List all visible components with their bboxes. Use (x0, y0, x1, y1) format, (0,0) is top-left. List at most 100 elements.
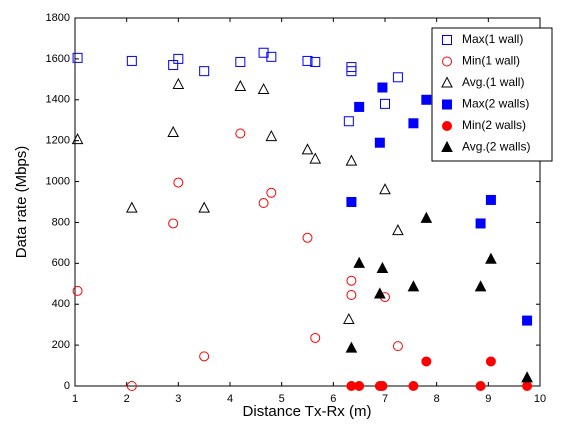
x-axis-label: Distance Tx-Rx (m) (243, 403, 372, 420)
data-point (485, 356, 496, 367)
data-point (266, 187, 277, 198)
data-point (126, 381, 137, 391)
legend-text: Avg.(1 wall) (462, 75, 524, 89)
y-tick-label: 1400 (46, 94, 70, 106)
legend-text: Min(2 walls) (462, 118, 526, 132)
y-tick-label: 1600 (46, 53, 70, 65)
data-point (377, 381, 388, 391)
data-point (126, 55, 137, 66)
y-tick-label: 600 (52, 257, 70, 269)
data-point (392, 72, 403, 83)
data-point (377, 82, 388, 93)
data-point (173, 53, 184, 64)
data-point (485, 252, 497, 264)
data-point (407, 280, 420, 292)
data-point (421, 94, 432, 105)
legend-marker (442, 56, 452, 67)
y-tick-label: 1000 (46, 175, 70, 187)
data-point (522, 381, 533, 391)
data-point (198, 201, 210, 213)
x-tick-label: 4 (227, 393, 233, 405)
data-point (420, 211, 433, 223)
data-point (301, 143, 314, 155)
x-tick-label: 1 (72, 393, 78, 405)
data-point (235, 56, 246, 67)
data-point (345, 341, 358, 353)
data-point (522, 315, 533, 326)
data-point (72, 285, 83, 296)
x-tick-label: 10 (534, 393, 546, 405)
data-point (257, 82, 270, 95)
data-point (376, 261, 389, 273)
data-point (475, 381, 486, 391)
legend-marker (441, 140, 453, 152)
legend-text: Max(1 wall) (462, 32, 523, 46)
data-point (309, 152, 322, 164)
data-point (302, 55, 313, 66)
data-point (485, 194, 496, 205)
x-tick-label: 8 (434, 393, 440, 405)
data-point (258, 198, 269, 209)
data-point (172, 77, 185, 89)
data-point (353, 256, 365, 268)
x-tick-label: 3 (175, 393, 181, 405)
data-point (310, 56, 321, 67)
y-tick-label: 1800 (46, 12, 70, 24)
data-point (302, 232, 313, 243)
data-point (343, 116, 354, 127)
x-tick-label: 7 (382, 393, 388, 405)
data-point (521, 371, 533, 383)
data-point (408, 381, 419, 391)
data-point (173, 177, 184, 188)
data-point (126, 201, 138, 213)
data-point (354, 101, 365, 112)
data-point (380, 98, 390, 109)
data-point (72, 52, 83, 63)
data-point (392, 224, 404, 236)
data-point (354, 381, 365, 391)
y-tick-label: 400 (52, 298, 70, 310)
data-point (346, 66, 357, 77)
data-point (374, 287, 386, 299)
legend-marker (442, 99, 452, 110)
y-tick-label: 1200 (46, 135, 70, 147)
data-point (343, 312, 355, 325)
y-tick-label: 800 (52, 216, 70, 228)
x-tick-label: 9 (485, 393, 491, 405)
legend-text: Avg.(2 walls) (462, 140, 530, 154)
x-tick-label: 2 (124, 393, 130, 405)
data-point (168, 218, 179, 229)
legend-marker (442, 35, 452, 45)
legend-marker (441, 76, 453, 88)
data-point (168, 60, 179, 71)
legend-text: Max(2 walls) (462, 97, 529, 111)
data-point (345, 154, 358, 166)
data-point (346, 275, 357, 286)
data-point (475, 218, 486, 229)
legend-marker (442, 121, 452, 131)
data-point (346, 290, 357, 301)
data-point (71, 133, 84, 145)
data-point (199, 351, 210, 362)
y-tick-label: 200 (52, 339, 70, 351)
data-point (310, 332, 321, 343)
data-point (167, 125, 179, 137)
data-point (265, 130, 278, 142)
data-point (421, 356, 432, 367)
data-point (374, 137, 385, 148)
legend-box (431, 27, 553, 162)
data-point (379, 183, 391, 195)
data-point (235, 128, 246, 139)
data-point (392, 341, 403, 352)
y-tick-label: 0 (64, 380, 70, 392)
x-tick-label: 6 (330, 393, 336, 405)
data-point (408, 118, 419, 129)
x-tick-label: 5 (279, 393, 285, 405)
data-point (474, 280, 487, 292)
legend-text: Min(1 wall) (462, 54, 520, 68)
data-point (199, 66, 210, 77)
data-point (266, 51, 277, 62)
data-point (346, 197, 357, 207)
